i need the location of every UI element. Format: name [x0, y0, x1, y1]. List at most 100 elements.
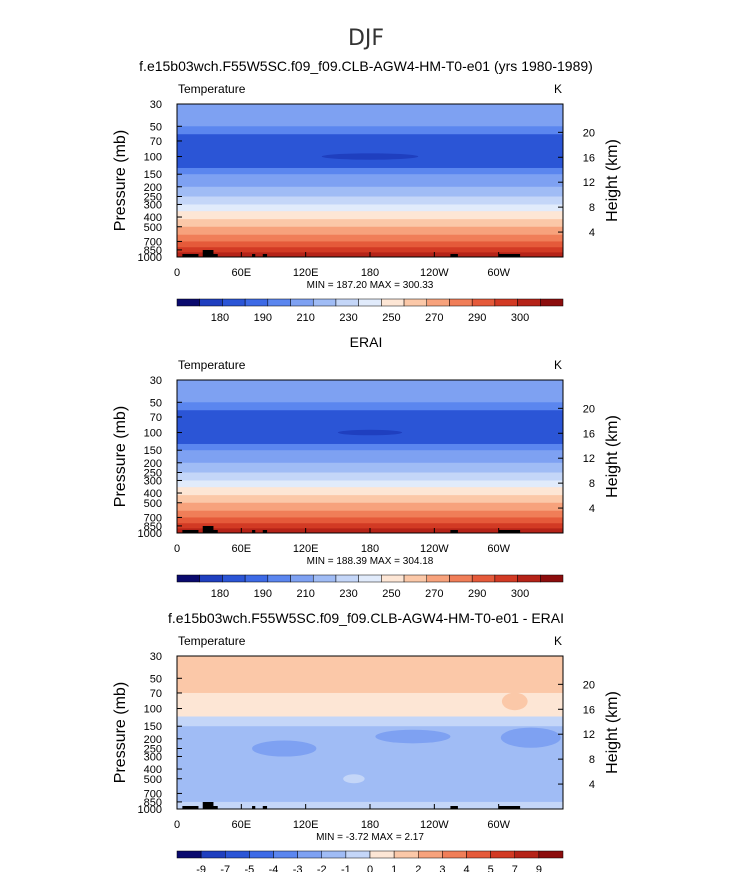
plot-area — [177, 104, 563, 257]
contour-feature — [501, 692, 528, 711]
y-tick-label: 700 — [144, 788, 162, 800]
colorbar-box — [321, 850, 347, 859]
y-axis-label: Pressure (mb) — [112, 406, 129, 507]
contour-feature — [375, 729, 451, 744]
colorbar-box — [335, 574, 359, 583]
colorbar-box — [426, 298, 450, 307]
contour-band — [177, 196, 563, 205]
colorbar-label: 7 — [512, 864, 518, 872]
y-axis-label-right: Height (km) — [604, 691, 621, 774]
y-tick-label: 30 — [150, 99, 162, 111]
colorbar-box — [449, 574, 473, 583]
colorbar-label: 230 — [339, 588, 357, 600]
colorbar-label: 270 — [425, 588, 443, 600]
colorbar-box — [225, 850, 250, 859]
x-tick-label: 120E — [293, 267, 319, 279]
colorbar-label: 250 — [382, 588, 400, 600]
colorbar-box — [290, 574, 314, 583]
colorbar-label: 190 — [254, 312, 272, 324]
x-tick-label: 180 — [361, 819, 379, 831]
topography — [252, 806, 256, 809]
height-tick-label: 16 — [583, 428, 595, 440]
y-tick-label: 400 — [144, 488, 162, 500]
x-tick-label: 60E — [232, 267, 252, 279]
contour-band — [177, 174, 563, 188]
height-tick-label: 4 — [589, 779, 595, 791]
y-tick-label: 500 — [144, 222, 162, 234]
colorbar-box — [290, 298, 314, 307]
colorbar-box — [176, 298, 200, 307]
topography — [252, 254, 256, 257]
contour-feature — [252, 740, 317, 757]
colorbar-box — [244, 574, 269, 583]
x-tick-label: 0 — [174, 819, 180, 831]
topography — [262, 806, 268, 809]
y-tick-label: 70 — [150, 412, 162, 424]
x-tick-label: 180 — [361, 267, 379, 279]
topography — [252, 530, 256, 533]
contour-band — [177, 726, 563, 803]
colorbar-box — [540, 574, 564, 583]
colorbar-box — [345, 850, 371, 859]
x-tick-label: 120W — [420, 819, 449, 831]
colorbar-label: -7 — [220, 864, 230, 872]
contour-band — [177, 443, 563, 451]
colorbar-label: 250 — [382, 312, 400, 324]
contour-band — [177, 510, 563, 518]
colorbar-box — [538, 850, 564, 859]
colorbar-box — [494, 298, 518, 307]
colorbar-box — [176, 574, 200, 583]
colorbar-label: 210 — [296, 588, 314, 600]
contour-band — [177, 126, 563, 135]
y-tick-label: 850 — [144, 797, 162, 809]
height-tick-label: 8 — [589, 478, 595, 490]
colorbar-box — [471, 574, 496, 583]
colorbar-box — [358, 574, 382, 583]
colorbar-box — [249, 850, 274, 859]
topography — [182, 806, 199, 809]
x-tick-label: 60W — [487, 819, 510, 831]
y-tick-label: 30 — [150, 651, 162, 663]
y-tick-label: 500 — [144, 498, 162, 510]
contour-band — [177, 380, 563, 403]
colorbar-box — [490, 850, 515, 859]
height-tick-label: 12 — [583, 177, 595, 189]
contour-band — [177, 186, 563, 198]
y-tick-label: 500 — [144, 774, 162, 786]
y-tick-label: 400 — [144, 764, 162, 776]
y-tick-label: 700 — [144, 236, 162, 248]
colorbar-box — [471, 298, 496, 307]
colorbar-label: 290 — [468, 312, 486, 324]
height-tick-label: 20 — [583, 403, 595, 415]
y-tick-label: 1000 — [138, 804, 162, 816]
y-tick-label: 250 — [144, 192, 162, 204]
variable-label: Temperature — [178, 634, 246, 648]
colorbar-box — [200, 850, 226, 859]
units-label: K — [554, 358, 562, 372]
contour-band — [177, 487, 563, 496]
colorbar-label: 270 — [425, 312, 443, 324]
contour-band — [177, 480, 563, 488]
stats-label: MIN = -3.72 MAX = 2.17 — [316, 832, 424, 843]
contour-band — [177, 692, 563, 717]
colorbar-label: 300 — [511, 588, 529, 600]
colorbar-label: -5 — [244, 864, 254, 872]
colorbar-label: -2 — [317, 864, 327, 872]
y-tick-label: 100 — [144, 428, 162, 440]
panel-title: ERAI — [350, 334, 383, 350]
colorbar-box — [517, 298, 541, 307]
height-tick-label: 16 — [583, 704, 595, 716]
contour-band — [177, 410, 563, 445]
y-tick-label: 30 — [150, 375, 162, 387]
colorbar-box — [442, 850, 467, 859]
y-tick-label: 50 — [150, 397, 162, 409]
topography — [498, 806, 521, 809]
colorbar-label: -3 — [293, 864, 303, 872]
stats-label: MIN = 187.20 MAX = 300.33 — [307, 280, 434, 291]
y-tick-label: 700 — [144, 512, 162, 524]
colorbar-box — [199, 298, 223, 307]
panel-model: f.e15b03wch.F55W5SC.f09_f09.CLB-AGW4-HM-… — [112, 58, 621, 324]
variable-label: Temperature — [178, 358, 246, 372]
colorbar-box — [176, 850, 202, 859]
